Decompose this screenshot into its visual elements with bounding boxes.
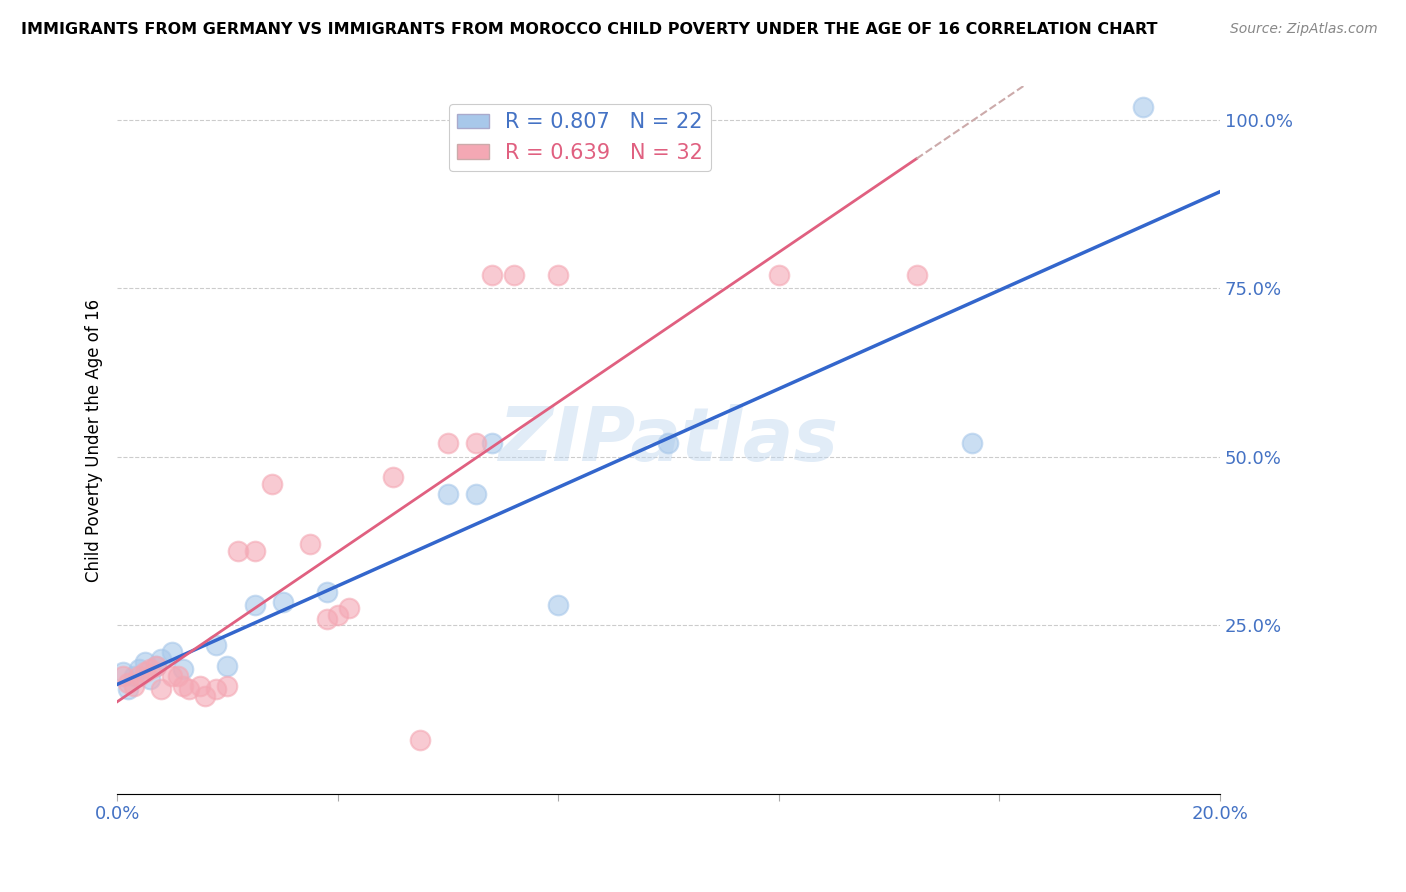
Point: [547, 268, 569, 282]
Point: [205, 682, 228, 697]
Text: ZIPatlas: ZIPatlas: [499, 403, 838, 476]
Point: [217, 658, 239, 673]
Point: [150, 682, 173, 697]
Point: [905, 268, 928, 282]
Point: [172, 679, 194, 693]
Text: Source: ZipAtlas.com: Source: ZipAtlas.com: [1230, 22, 1378, 37]
Point: [111, 665, 134, 680]
Point: [260, 476, 283, 491]
Point: [122, 669, 145, 683]
Point: [145, 658, 167, 673]
Point: [139, 662, 162, 676]
Point: [162, 669, 184, 683]
Point: [299, 537, 322, 551]
Point: [315, 584, 337, 599]
Point: [194, 689, 217, 703]
Point: [177, 682, 200, 697]
Point: [139, 672, 162, 686]
Point: [315, 611, 337, 625]
Point: [464, 436, 486, 450]
Point: [145, 658, 167, 673]
Point: [503, 268, 526, 282]
Point: [326, 608, 349, 623]
Point: [409, 732, 432, 747]
Point: [337, 601, 360, 615]
Point: [134, 656, 156, 670]
Point: [117, 682, 139, 697]
Point: [437, 436, 460, 450]
Point: [464, 487, 486, 501]
Y-axis label: Child Poverty Under the Age of 16: Child Poverty Under the Age of 16: [86, 299, 103, 582]
Point: [111, 669, 134, 683]
Point: [768, 268, 790, 282]
Point: [271, 595, 294, 609]
Point: [205, 639, 228, 653]
Point: [162, 645, 184, 659]
Point: [960, 436, 983, 450]
Point: [1132, 99, 1154, 113]
Point: [128, 669, 150, 683]
Point: [134, 665, 156, 680]
Text: IMMIGRANTS FROM GERMANY VS IMMIGRANTS FROM MOROCCO CHILD POVERTY UNDER THE AGE O: IMMIGRANTS FROM GERMANY VS IMMIGRANTS FR…: [21, 22, 1157, 37]
Point: [172, 662, 194, 676]
Point: [228, 544, 250, 558]
Legend: R = 0.807   N = 22, R = 0.639   N = 32: R = 0.807 N = 22, R = 0.639 N = 32: [449, 103, 711, 171]
Point: [166, 669, 188, 683]
Point: [547, 598, 569, 612]
Point: [117, 675, 139, 690]
Point: [657, 436, 679, 450]
Point: [381, 470, 404, 484]
Point: [437, 487, 460, 501]
Point: [243, 544, 266, 558]
Point: [481, 268, 503, 282]
Point: [150, 652, 173, 666]
Point: [243, 598, 266, 612]
Point: [217, 679, 239, 693]
Point: [188, 679, 211, 693]
Point: [122, 679, 145, 693]
Point: [128, 662, 150, 676]
Point: [481, 436, 503, 450]
